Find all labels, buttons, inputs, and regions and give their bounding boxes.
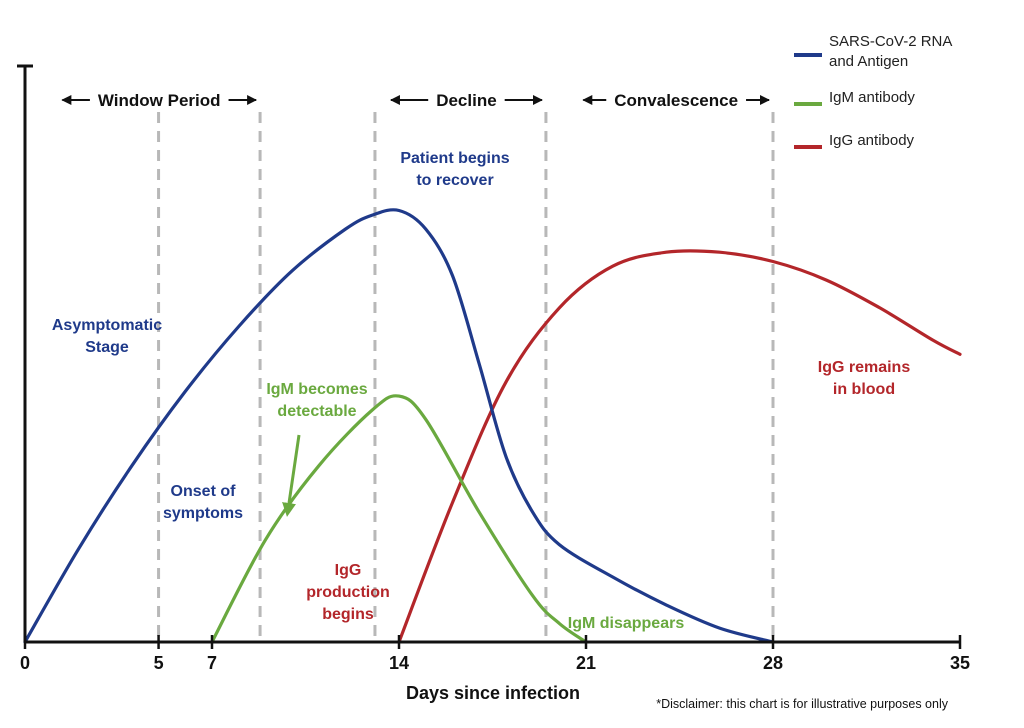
period-header: Window Period xyxy=(61,91,258,110)
x-tick-label: 28 xyxy=(763,653,783,673)
legend-label: IgM antibody xyxy=(829,89,915,106)
legend-label: IgG antibody xyxy=(829,132,915,149)
series-line-0 xyxy=(23,208,775,644)
legend-item: IgM antibody xyxy=(794,89,915,106)
phase-marker-lines xyxy=(157,112,775,640)
annotation-label: IgG production begins xyxy=(306,562,390,623)
annotation-label: IgG remains in blood xyxy=(818,359,911,398)
x-axis-ticks: 0 5 7 14 21 28 35 xyxy=(20,635,970,673)
series-line-1 xyxy=(210,394,588,644)
igm-detectable-arrow xyxy=(282,434,301,517)
phase-period-headers: Window Period Decline Convalescence xyxy=(61,91,770,110)
period-header: Decline xyxy=(389,91,543,110)
period-header-label: Window Period xyxy=(98,91,221,110)
annotation-label: Patient begins to recover xyxy=(400,150,509,189)
x-tick-label: 0 xyxy=(20,653,30,673)
period-header-label: Convalescence xyxy=(614,91,738,110)
annotation-label: Asymptomatic Stage xyxy=(52,317,162,356)
x-tick-label: 21 xyxy=(576,653,596,673)
period-header-label: Decline xyxy=(436,91,496,110)
x-tick-label: 35 xyxy=(950,653,970,673)
x-tick-label: 14 xyxy=(389,653,409,673)
x-axis-label: Days since infection xyxy=(406,683,580,703)
annotation-label: IgM disappears xyxy=(568,615,685,632)
annotations: Asymptomatic Stage Onset of symptoms Patient… xyxy=(52,150,910,632)
annotation-label: Onset of symptoms xyxy=(163,483,243,522)
x-tick-label: 7 xyxy=(207,653,217,673)
period-header: Convalescence xyxy=(582,91,770,110)
legend-item: SARS-CoV-2 RNA and Antigen xyxy=(794,33,952,70)
annotation-label: IgM becomes detectable xyxy=(266,381,367,420)
legend: SARS-CoV-2 RNA and Antigen IgM antibody IgG… xyxy=(794,33,952,149)
disclaimer-text: *Disclaimer: this chart is for illustrat… xyxy=(656,697,949,711)
legend-label: SARS-CoV-2 RNA and Antigen xyxy=(829,33,952,70)
legend-item: IgG antibody xyxy=(794,132,915,149)
series-lines xyxy=(23,208,962,644)
x-tick-label: 5 xyxy=(154,653,164,673)
series-line-2 xyxy=(397,249,962,644)
